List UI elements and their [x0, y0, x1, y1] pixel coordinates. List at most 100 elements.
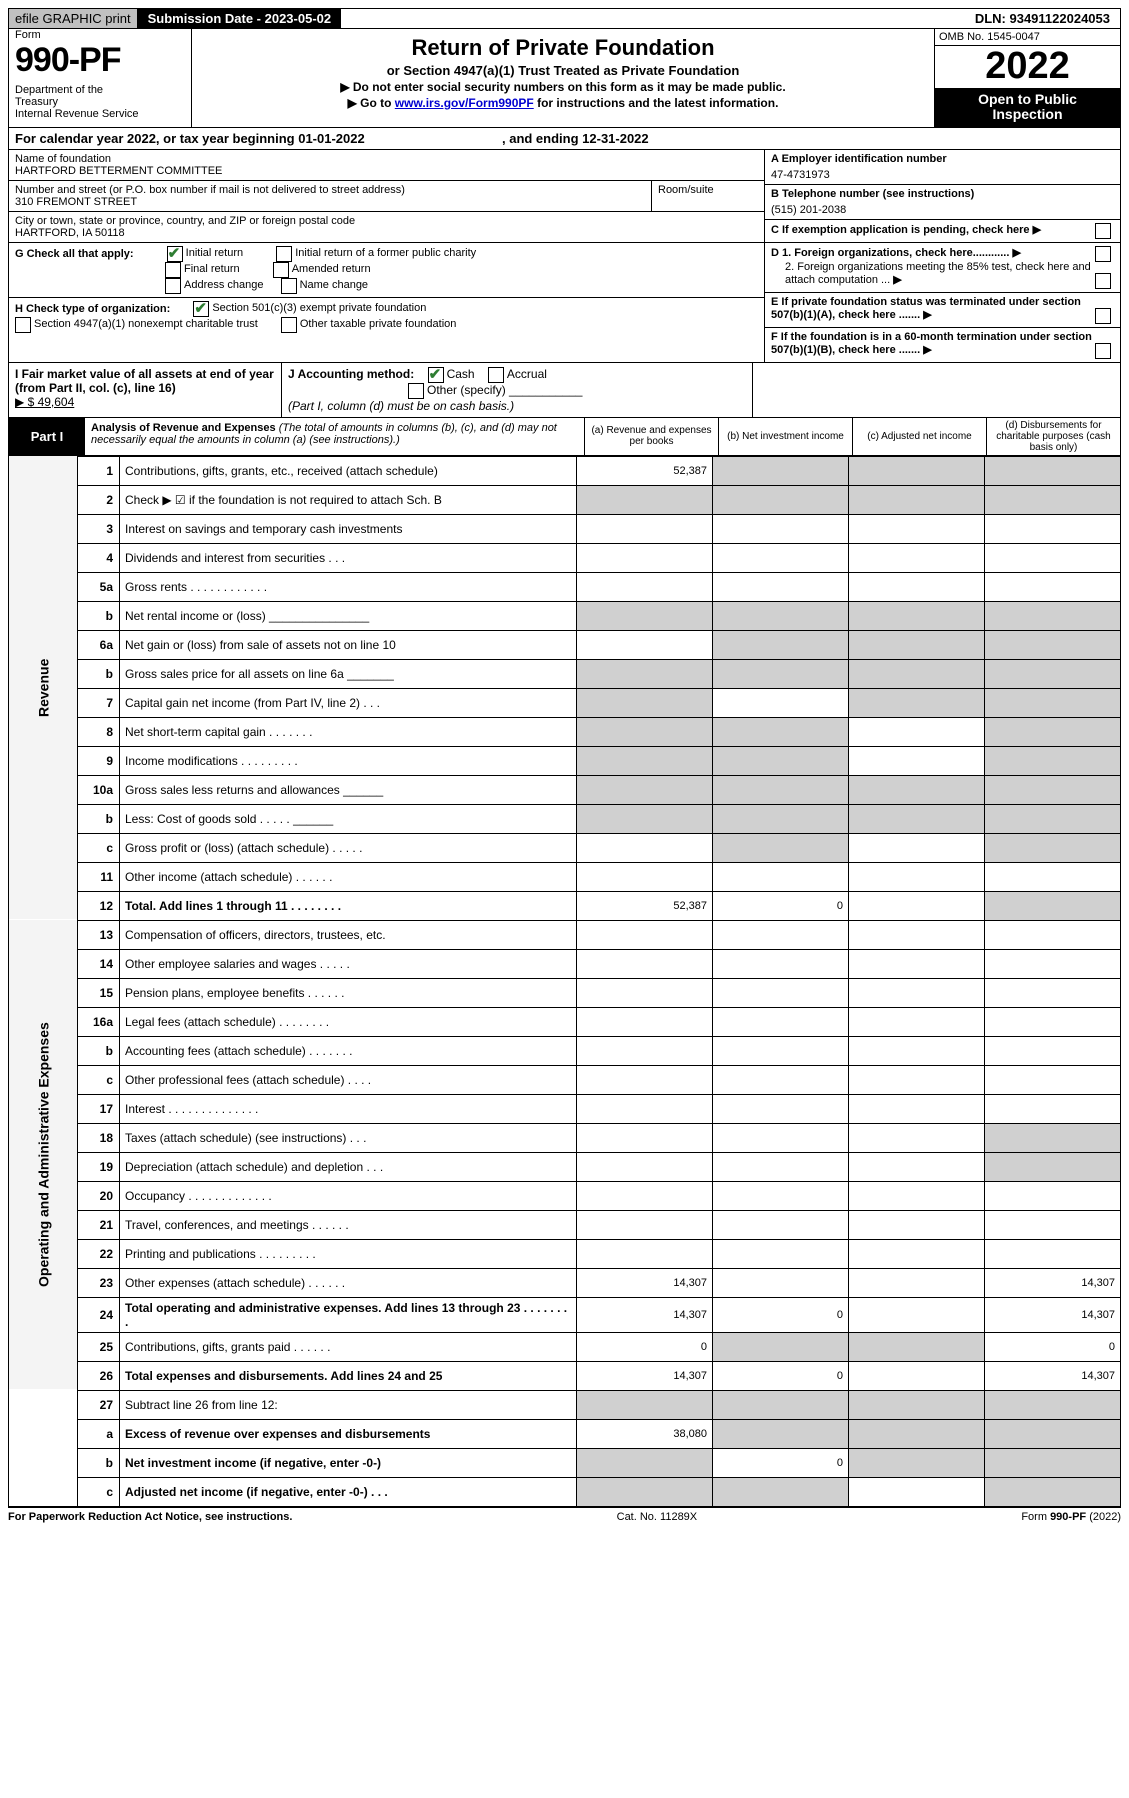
table-row: cOther professional fees (attach schedul…	[9, 1065, 1121, 1094]
table-row: Operating and Administrative Expenses13C…	[9, 920, 1121, 949]
table-row: Revenue1Contributions, gifts, grants, et…	[9, 456, 1121, 485]
amount-col-b	[713, 1123, 849, 1152]
j-label: J Accounting method:	[288, 367, 414, 381]
goto-post: for instructions and the latest informat…	[534, 96, 779, 110]
form-title: Return of Private Foundation	[200, 35, 926, 61]
cash-checkbox[interactable]	[428, 367, 444, 383]
amount-col-a: 38,080	[577, 1419, 713, 1448]
d-cell: D 1. Foreign organizations, check here..…	[765, 243, 1120, 293]
amount-col-a: 0	[577, 1332, 713, 1361]
top-bar: efile GRAPHIC print Submission Date - 20…	[8, 8, 1121, 29]
efile-label[interactable]: efile GRAPHIC print	[9, 9, 138, 28]
amount-col-b	[713, 1210, 849, 1239]
f-checkbox[interactable]	[1095, 343, 1111, 359]
table-row: 11Other income (attach schedule) . . . .…	[9, 862, 1121, 891]
amount-col-c	[849, 804, 985, 833]
g-opt-2: Final return	[184, 263, 240, 275]
address-change-checkbox[interactable]	[165, 278, 181, 294]
amount-col-a: 52,387	[577, 456, 713, 485]
amount-col-d	[985, 978, 1121, 1007]
amount-col-c	[849, 1210, 985, 1239]
e-checkbox[interactable]	[1095, 308, 1111, 324]
amount-col-c	[849, 1390, 985, 1419]
addr-value: 310 FREMONT STREET	[15, 196, 645, 208]
amount-col-a: 52,387	[577, 891, 713, 920]
initial-former-checkbox[interactable]	[276, 246, 292, 262]
line-number: b	[78, 601, 120, 630]
amount-col-d	[985, 1210, 1121, 1239]
line-number: 18	[78, 1123, 120, 1152]
line-description: Interest on savings and temporary cash i…	[120, 514, 577, 543]
amount-col-c	[849, 1239, 985, 1268]
initial-return-checkbox[interactable]	[167, 246, 183, 262]
amount-col-a	[577, 949, 713, 978]
c-checkbox[interactable]	[1095, 223, 1111, 239]
line-description: Compensation of officers, directors, tru…	[120, 920, 577, 949]
amount-col-a	[577, 630, 713, 659]
ein-cell: A Employer identification number 47-4731…	[765, 150, 1120, 185]
line-number: c	[78, 1065, 120, 1094]
j-note: (Part I, column (d) must be on cash basi…	[288, 399, 514, 413]
goto-pre: ▶ Go to	[348, 96, 395, 110]
line-number: 11	[78, 862, 120, 891]
line-description: Contributions, gifts, grants, etc., rece…	[120, 456, 577, 485]
amount-col-d	[985, 1390, 1121, 1419]
i-block: I Fair market value of all assets at end…	[9, 363, 282, 417]
d2-checkbox[interactable]	[1095, 273, 1111, 289]
foundation-name-cell: Name of foundation HARTFORD BETTERMENT C…	[9, 150, 764, 181]
accrual-checkbox[interactable]	[488, 367, 504, 383]
part1-header: Part I Analysis of Revenue and Expenses …	[8, 418, 1121, 456]
amount-col-a	[577, 862, 713, 891]
amount-col-d	[985, 1419, 1121, 1448]
other-method-checkbox[interactable]	[408, 383, 424, 399]
line-description: Interest . . . . . . . . . . . . . .	[120, 1094, 577, 1123]
amount-col-b	[713, 485, 849, 514]
blank-section-label	[9, 1390, 78, 1506]
other-taxable-checkbox[interactable]	[281, 317, 297, 333]
amount-col-a	[577, 1007, 713, 1036]
amount-col-c	[849, 1123, 985, 1152]
line-number: 6a	[78, 630, 120, 659]
table-row: 12Total. Add lines 1 through 11 . . . . …	[9, 891, 1121, 920]
line-description: Net rental income or (loss) ____________…	[120, 601, 577, 630]
line-number: 17	[78, 1094, 120, 1123]
h-opt-2: Other taxable private foundation	[300, 318, 457, 330]
line-description: Check ▶ ☑ if the foundation is not requi…	[120, 485, 577, 514]
title-center: Return of Private Foundation or Section …	[192, 29, 934, 127]
amount-col-c	[849, 514, 985, 543]
final-return-checkbox[interactable]	[165, 262, 181, 278]
revenue-section-label: Revenue	[9, 456, 78, 920]
amount-col-a	[577, 804, 713, 833]
line-description: Pension plans, employee benefits . . . .…	[120, 978, 577, 1007]
c-arrow: ▶	[1033, 224, 1041, 236]
irs-link[interactable]: www.irs.gov/Form990PF	[395, 96, 534, 110]
table-row: 24Total operating and administrative exp…	[9, 1297, 1121, 1332]
amount-col-c	[849, 1268, 985, 1297]
501c3-checkbox[interactable]	[193, 301, 209, 317]
amount-col-b	[713, 572, 849, 601]
d1-checkbox[interactable]	[1095, 246, 1111, 262]
footer-mid: Cat. No. 11289X	[617, 1511, 698, 1523]
amount-col-d	[985, 746, 1121, 775]
i-value: ▶ $ 49,604	[15, 395, 74, 409]
line-description: Excess of revenue over expenses and disb…	[120, 1419, 577, 1448]
line-number: 21	[78, 1210, 120, 1239]
j-other: Other (specify)	[427, 383, 506, 397]
line-description: Less: Cost of goods sold . . . . . _____…	[120, 804, 577, 833]
line-description: Capital gain net income (from Part IV, l…	[120, 688, 577, 717]
amount-col-d	[985, 1094, 1121, 1123]
amount-col-c	[849, 1297, 985, 1332]
title-row: Form 990-PF Department of the Treasury I…	[8, 29, 1121, 128]
amount-col-d	[985, 601, 1121, 630]
4947-checkbox[interactable]	[15, 317, 31, 333]
d1-label: D 1. Foreign organizations, check here..…	[771, 247, 1009, 259]
h-opt-1: Section 4947(a)(1) nonexempt charitable …	[34, 318, 258, 330]
footer-right: Form 990-PF (2022)	[1021, 1511, 1121, 1523]
amended-return-checkbox[interactable]	[273, 262, 289, 278]
name-change-checkbox[interactable]	[281, 278, 297, 294]
table-row: 21Travel, conferences, and meetings . . …	[9, 1210, 1121, 1239]
goto-note: ▶ Go to www.irs.gov/Form990PF for instru…	[200, 96, 926, 110]
amount-col-c	[849, 659, 985, 688]
line-number: b	[78, 1036, 120, 1065]
h-check-row: H Check type of organization: Section 50…	[9, 298, 764, 336]
